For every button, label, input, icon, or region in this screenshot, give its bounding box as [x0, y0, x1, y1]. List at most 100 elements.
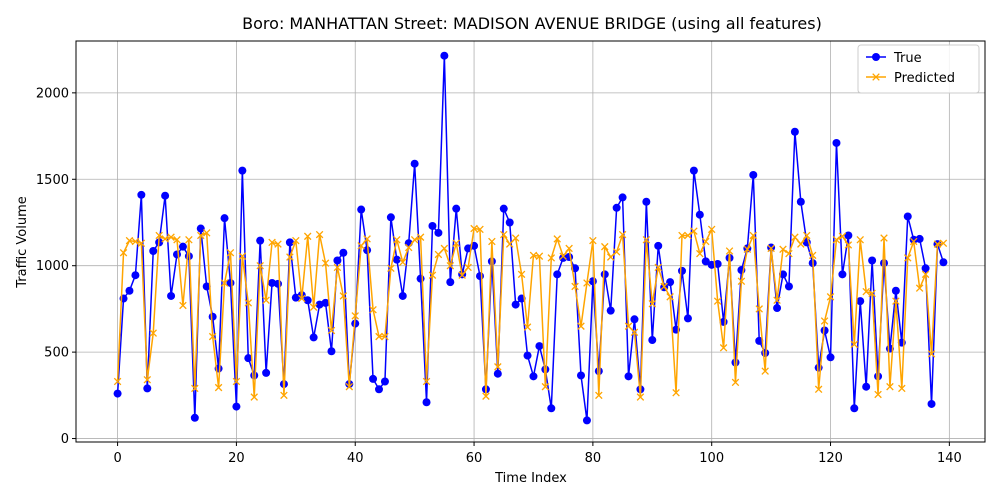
data-point-predicted [642, 236, 651, 244]
data-point-predicted [541, 382, 550, 391]
data-point-true [553, 270, 562, 279]
data-point-predicted [904, 254, 912, 262]
y-tick-label: 2000 [36, 86, 69, 101]
data-point-true [309, 333, 318, 342]
data-point-predicted [410, 236, 419, 244]
data-point-predicted [559, 252, 567, 260]
data-point-true [529, 372, 538, 381]
data-point-predicted [773, 296, 781, 305]
data-point-true [939, 258, 948, 267]
data-point-predicted [624, 322, 633, 330]
data-point-predicted [238, 252, 247, 260]
data-point-predicted [321, 259, 330, 267]
data-point-predicted [892, 297, 900, 305]
data-point-predicted [702, 237, 710, 246]
data-point-true [600, 270, 609, 279]
data-point-true [137, 190, 146, 199]
data-point-true [683, 314, 692, 323]
data-point-predicted [939, 239, 948, 247]
data-point-true [880, 259, 888, 268]
data-point-true [535, 342, 544, 351]
data-point-predicted [589, 236, 597, 245]
data-point-true [826, 353, 835, 362]
data-point-true [173, 250, 181, 259]
data-point-predicted [434, 250, 443, 259]
data-point-predicted [719, 344, 728, 352]
data-point-predicted [880, 234, 888, 242]
data-point-true [784, 282, 793, 291]
data-point-true [244, 354, 253, 363]
data-point-predicted [381, 332, 389, 341]
data-point-predicted [517, 270, 526, 279]
data-point-predicted [553, 235, 561, 243]
data-point-predicted [838, 232, 847, 241]
data-point-predicted [351, 312, 359, 320]
data-point-true [511, 300, 520, 309]
data-point-predicted [523, 323, 532, 331]
data-point-true [416, 274, 425, 283]
data-point-true [499, 204, 508, 213]
data-point-predicted [185, 236, 193, 244]
x-tick-label: 100 [699, 451, 724, 466]
data-point-predicted [161, 235, 169, 243]
data-point-predicted [547, 254, 556, 262]
data-point-true [428, 221, 437, 230]
data-point-true [541, 365, 550, 374]
data-point-predicted [173, 236, 181, 244]
data-point-true [678, 266, 686, 275]
legend-marker-predicted [872, 73, 880, 81]
data-point-predicted [791, 233, 799, 241]
data-point-true [238, 166, 247, 175]
data-point-true [594, 367, 603, 376]
data-point-predicted [369, 306, 377, 314]
data-point-predicted [131, 237, 140, 246]
data-point-true [493, 369, 502, 378]
series-line-predicted [116, 227, 944, 398]
data-point-true [648, 336, 657, 345]
data-point-predicted [268, 238, 276, 247]
legend: True Predicted [857, 44, 980, 94]
data-point-predicted [856, 236, 864, 244]
data-point-true [713, 259, 722, 268]
data-point-true [547, 404, 556, 413]
data-point-true [666, 278, 675, 287]
data-point-predicted [505, 240, 514, 248]
data-point-true [903, 212, 912, 221]
data-point-predicted [898, 384, 906, 393]
data-point-true [701, 257, 710, 266]
data-point-predicted [488, 237, 496, 246]
data-point-predicted [725, 247, 734, 255]
data-point-true [386, 213, 395, 222]
data-point-predicted [500, 230, 508, 239]
data-point-predicted [262, 296, 270, 305]
x-tick-label: 20 [228, 451, 245, 466]
data-point-true [850, 404, 859, 413]
data-point-true [582, 416, 591, 425]
data-point-true [149, 247, 158, 256]
data-point-predicted [113, 377, 122, 386]
data-point-predicted [280, 391, 288, 400]
data-point-true [250, 371, 259, 380]
data-point-predicted [226, 248, 235, 257]
data-point-predicted [797, 240, 805, 248]
data-point-predicted [601, 242, 609, 251]
data-point-true [196, 224, 205, 233]
data-point-predicted [458, 271, 466, 279]
data-point-predicted [404, 243, 413, 252]
data-point-predicted [309, 303, 318, 311]
data-point-true [844, 231, 853, 240]
data-point-predicted [399, 258, 407, 267]
data-point-true [630, 315, 639, 324]
data-point-predicted [452, 239, 460, 247]
data-point-true [321, 298, 330, 307]
data-point-true [559, 253, 568, 262]
data-point-true [303, 296, 312, 305]
data-point-predicted [737, 277, 746, 286]
data-point-true [202, 282, 211, 291]
data-point-predicted [832, 236, 841, 244]
data-point-true [856, 297, 865, 306]
data-point-true [167, 291, 176, 300]
data-point-true [891, 286, 900, 295]
data-point-predicted [482, 392, 490, 400]
data-point-true [921, 264, 930, 273]
